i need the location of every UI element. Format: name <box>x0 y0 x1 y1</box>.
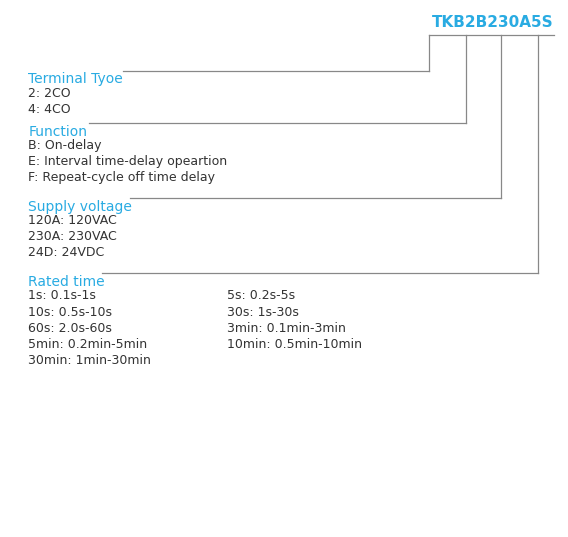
Text: 10min: 0.5min-10min: 10min: 0.5min-10min <box>227 338 362 351</box>
Text: B: On-delay: B: On-delay <box>28 139 102 152</box>
Text: Terminal Tyoe: Terminal Tyoe <box>28 72 123 86</box>
Text: 60s: 2.0s-60s: 60s: 2.0s-60s <box>28 322 112 335</box>
Text: 1s: 0.1s-1s: 1s: 0.1s-1s <box>28 289 96 302</box>
Text: 230A: 230VAC: 230A: 230VAC <box>28 230 117 243</box>
Text: Supply voltage: Supply voltage <box>28 200 132 214</box>
Text: 5min: 0.2min-5min: 5min: 0.2min-5min <box>28 338 148 351</box>
Text: Function: Function <box>28 125 87 139</box>
Text: 30s: 1s-30s: 30s: 1s-30s <box>227 306 299 318</box>
Text: 120A: 120VAC: 120A: 120VAC <box>28 214 117 227</box>
Text: Rated time: Rated time <box>28 275 105 289</box>
Text: 3min: 0.1min-3min: 3min: 0.1min-3min <box>227 322 346 335</box>
Text: 4: 4CO: 4: 4CO <box>28 103 71 116</box>
Text: 30min: 1min-30min: 30min: 1min-30min <box>28 354 151 367</box>
Text: F: Repeat-cycle off time delay: F: Repeat-cycle off time delay <box>28 171 215 184</box>
Text: 5s: 0.2s-5s: 5s: 0.2s-5s <box>227 289 295 302</box>
Text: 2: 2CO: 2: 2CO <box>28 87 71 100</box>
Text: TKB2B230A5S: TKB2B230A5S <box>432 15 554 30</box>
Text: 10s: 0.5s-10s: 10s: 0.5s-10s <box>28 306 112 318</box>
Text: 24D: 24VDC: 24D: 24VDC <box>28 246 105 259</box>
Text: E: Interval time-delay opeartion: E: Interval time-delay opeartion <box>28 155 228 168</box>
